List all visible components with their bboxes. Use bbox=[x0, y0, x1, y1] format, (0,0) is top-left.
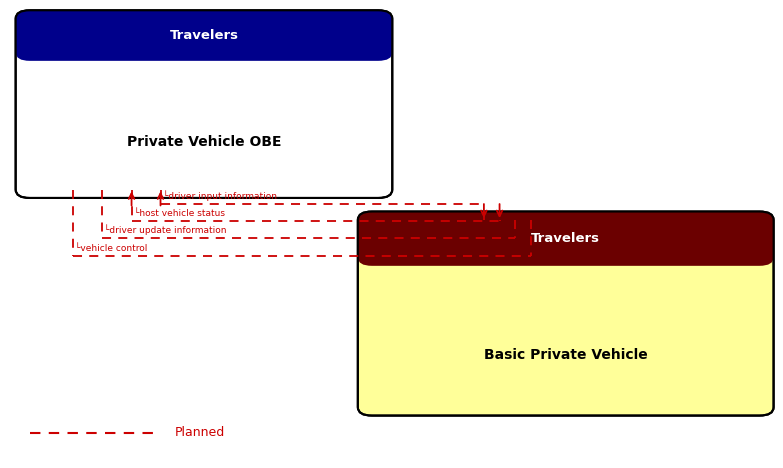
Text: └driver input information: └driver input information bbox=[163, 190, 277, 201]
FancyBboxPatch shape bbox=[16, 10, 392, 61]
Text: Private Vehicle OBE: Private Vehicle OBE bbox=[127, 134, 281, 148]
FancyBboxPatch shape bbox=[358, 212, 774, 266]
Text: Planned: Planned bbox=[175, 426, 225, 439]
FancyBboxPatch shape bbox=[16, 10, 392, 198]
FancyBboxPatch shape bbox=[358, 212, 774, 416]
Text: Travelers: Travelers bbox=[531, 232, 601, 245]
Text: └vehicle control: └vehicle control bbox=[75, 244, 147, 253]
Text: Travelers: Travelers bbox=[169, 29, 239, 42]
Bar bbox=[372, 239, 760, 257]
Text: Basic Private Vehicle: Basic Private Vehicle bbox=[484, 348, 648, 362]
Text: └driver update information: └driver update information bbox=[104, 225, 226, 235]
Bar bbox=[30, 36, 378, 52]
Text: └host vehicle status: └host vehicle status bbox=[134, 209, 225, 218]
